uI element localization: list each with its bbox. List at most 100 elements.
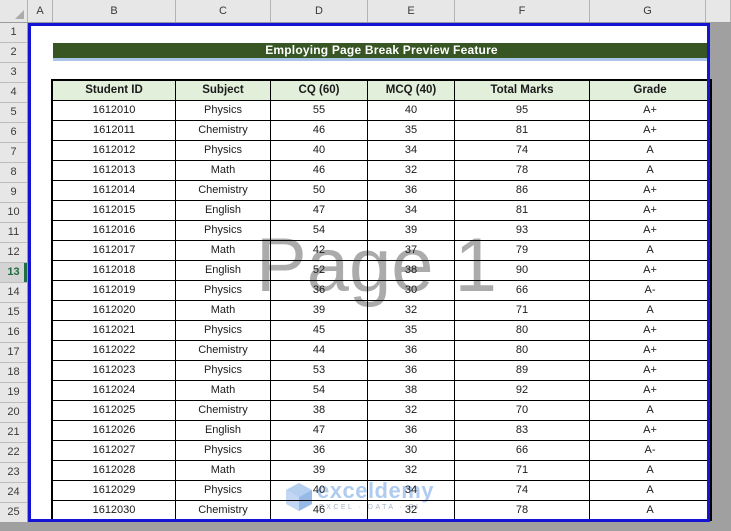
cell-student-id[interactable]: 1612024 (53, 381, 176, 401)
cell-cq[interactable]: 47 (271, 201, 368, 221)
cell-subject[interactable]: Math (176, 301, 271, 321)
cell-grade[interactable]: A (590, 461, 710, 481)
cell-mcq[interactable]: 38 (368, 381, 455, 401)
row-header-cell[interactable]: 13 (0, 263, 27, 283)
cell-cq[interactable]: 53 (271, 361, 368, 381)
cell-subject[interactable]: Chemistry (176, 181, 271, 201)
cell-student-id[interactable]: 1612012 (53, 141, 176, 161)
column-header-b[interactable]: B (53, 0, 176, 22)
cell-student-id[interactable]: 1612018 (53, 261, 176, 281)
column-header-e[interactable]: E (368, 0, 455, 22)
row-header-cell[interactable]: 9 (0, 183, 27, 203)
cell-grade[interactable]: A (590, 401, 710, 421)
cell-subject[interactable]: English (176, 201, 271, 221)
cell-mcq[interactable]: 36 (368, 361, 455, 381)
cell-subject[interactable]: Chemistry (176, 401, 271, 421)
row-header-cell[interactable]: 5 (0, 103, 27, 123)
cell-subject[interactable]: Physics (176, 321, 271, 341)
row-header-cell[interactable]: 24 (0, 483, 27, 503)
cell-total[interactable]: 74 (455, 481, 590, 501)
cell-student-id[interactable]: 1612016 (53, 221, 176, 241)
cell-cq[interactable]: 39 (271, 301, 368, 321)
header-subject[interactable]: Subject (176, 81, 271, 101)
cell-cq[interactable]: 46 (271, 501, 368, 519)
cell-total[interactable]: 66 (455, 441, 590, 461)
cell-student-id[interactable]: 1612028 (53, 461, 176, 481)
cell-student-id[interactable]: 1612030 (53, 501, 176, 519)
cell-mcq[interactable]: 32 (368, 301, 455, 321)
header-student-id[interactable]: Student ID (53, 81, 176, 101)
cell-cq[interactable]: 54 (271, 221, 368, 241)
row-header-cell[interactable]: 21 (0, 423, 27, 443)
cell-cq[interactable]: 38 (271, 401, 368, 421)
cell-subject[interactable]: Physics (176, 361, 271, 381)
cell-cq[interactable]: 54 (271, 381, 368, 401)
cell-mcq[interactable]: 39 (368, 221, 455, 241)
row-header-cell[interactable]: 25 (0, 503, 27, 522)
cell-total[interactable]: 90 (455, 261, 590, 281)
cell-student-id[interactable]: 1612026 (53, 421, 176, 441)
cell-mcq[interactable]: 30 (368, 441, 455, 461)
cell-cq[interactable]: 40 (271, 141, 368, 161)
cell-total[interactable]: 81 (455, 201, 590, 221)
cell-subject[interactable]: Math (176, 241, 271, 261)
cell-grade[interactable]: A+ (590, 181, 710, 201)
row-header-cell[interactable]: 18 (0, 363, 27, 383)
cell-cq[interactable]: 39 (271, 461, 368, 481)
cell-total[interactable]: 79 (455, 241, 590, 261)
cell-subject[interactable]: Chemistry (176, 121, 271, 141)
cell-mcq[interactable]: 32 (368, 461, 455, 481)
column-header-c[interactable]: C (176, 0, 271, 22)
cell-mcq[interactable]: 35 (368, 321, 455, 341)
cell-grade[interactable]: A+ (590, 201, 710, 221)
cell-student-id[interactable]: 1612020 (53, 301, 176, 321)
cell-mcq[interactable]: 32 (368, 161, 455, 181)
cell-student-id[interactable]: 1612021 (53, 321, 176, 341)
cell-subject[interactable]: Math (176, 161, 271, 181)
cell-subject[interactable]: Chemistry (176, 341, 271, 361)
header-grade[interactable]: Grade (590, 81, 710, 101)
cell-mcq[interactable]: 32 (368, 401, 455, 421)
cell-cq[interactable]: 55 (271, 101, 368, 121)
row-header-cell[interactable]: 4 (0, 83, 27, 103)
row-header-cell[interactable]: 11 (0, 223, 27, 243)
cell-total[interactable]: 89 (455, 361, 590, 381)
cell-mcq[interactable]: 36 (368, 421, 455, 441)
cell-subject[interactable]: English (176, 421, 271, 441)
cell-student-id[interactable]: 1612015 (53, 201, 176, 221)
cell-student-id[interactable]: 1612011 (53, 121, 176, 141)
cell-mcq[interactable]: 35 (368, 121, 455, 141)
cell-cq[interactable]: 44 (271, 341, 368, 361)
cell-grade[interactable]: A+ (590, 361, 710, 381)
select-all-corner[interactable] (0, 0, 28, 22)
cell-cq[interactable]: 36 (271, 281, 368, 301)
cell-mcq[interactable]: 40 (368, 101, 455, 121)
cell-mcq[interactable]: 36 (368, 341, 455, 361)
row-header-cell[interactable]: 15 (0, 303, 27, 323)
cell-subject[interactable]: Physics (176, 281, 271, 301)
cell-grade[interactable]: A+ (590, 221, 710, 241)
header-cq[interactable]: CQ (60) (271, 81, 368, 101)
cell-total[interactable]: 81 (455, 121, 590, 141)
cell-subject[interactable]: Physics (176, 441, 271, 461)
cell-subject[interactable]: Chemistry (176, 501, 271, 519)
cell-cq[interactable]: 46 (271, 161, 368, 181)
cell-grade[interactable]: A+ (590, 121, 710, 141)
cell-total[interactable]: 78 (455, 501, 590, 519)
row-header-cell[interactable]: 17 (0, 343, 27, 363)
cell-grade[interactable]: A+ (590, 381, 710, 401)
cell-total[interactable]: 71 (455, 301, 590, 321)
row-header-cell[interactable]: 19 (0, 383, 27, 403)
cell-mcq[interactable]: 38 (368, 261, 455, 281)
cell-total[interactable]: 80 (455, 321, 590, 341)
row-header-cell[interactable]: 10 (0, 203, 27, 223)
cell-mcq[interactable]: 37 (368, 241, 455, 261)
cell-total[interactable]: 66 (455, 281, 590, 301)
cell-subject[interactable]: Physics (176, 101, 271, 121)
header-mcq[interactable]: MCQ (40) (368, 81, 455, 101)
row-header-cell[interactable]: 1 (0, 23, 27, 43)
cell-cq[interactable]: 45 (271, 321, 368, 341)
cell-total[interactable]: 78 (455, 161, 590, 181)
cell-subject[interactable]: Physics (176, 221, 271, 241)
cell-cq[interactable]: 46 (271, 121, 368, 141)
